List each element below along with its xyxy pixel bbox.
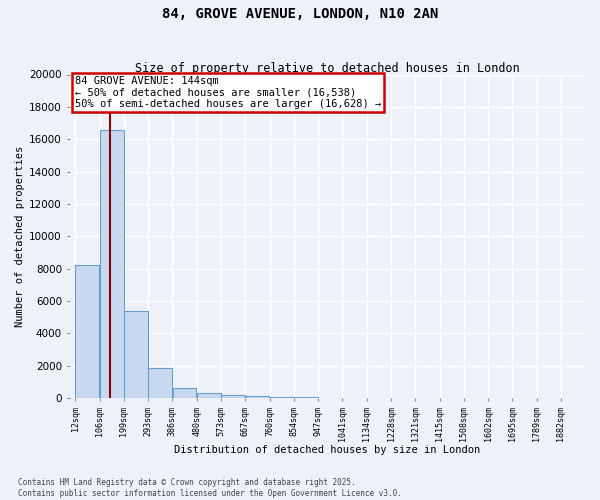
Bar xyxy=(173,388,196,398)
Text: Contains HM Land Registry data © Crown copyright and database right 2025.
Contai: Contains HM Land Registry data © Crown c… xyxy=(18,478,402,498)
Text: 84 GROVE AVENUE: 144sqm
← 50% of detached houses are smaller (16,538)
50% of sem: 84 GROVE AVENUE: 144sqm ← 50% of detache… xyxy=(75,76,381,110)
X-axis label: Distribution of detached houses by size in London: Distribution of detached houses by size … xyxy=(174,445,481,455)
Bar xyxy=(197,392,221,398)
Bar xyxy=(124,311,148,398)
Bar xyxy=(100,130,124,398)
Bar xyxy=(221,395,245,398)
Y-axis label: Number of detached properties: Number of detached properties xyxy=(15,146,25,327)
Bar xyxy=(76,266,99,398)
Bar xyxy=(269,396,293,398)
Title: Size of property relative to detached houses in London: Size of property relative to detached ho… xyxy=(135,62,520,74)
Bar xyxy=(245,396,269,398)
Bar xyxy=(148,368,172,398)
Text: 84, GROVE AVENUE, LONDON, N10 2AN: 84, GROVE AVENUE, LONDON, N10 2AN xyxy=(162,8,438,22)
